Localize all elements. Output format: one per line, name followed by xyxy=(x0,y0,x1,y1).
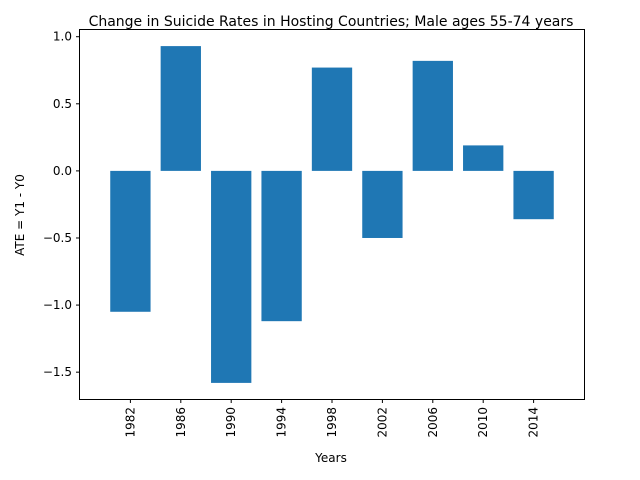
bar-1998 xyxy=(311,67,353,171)
bar-1986 xyxy=(160,46,201,171)
y-tick-label: 0.0 xyxy=(53,164,72,178)
y-axis-ticks: 1.0 0.5 0.0 −0.5 −1.0 −1.5 xyxy=(43,30,80,379)
y-tick-label: −0.5 xyxy=(43,231,72,245)
bar-1982 xyxy=(110,170,151,312)
bar-2002 xyxy=(362,170,403,238)
x-tick-label: 1990 xyxy=(224,407,238,438)
x-tick-label: 1994 xyxy=(275,407,289,438)
x-axis-label: Years xyxy=(314,451,347,465)
bar-2014 xyxy=(513,170,554,220)
y-tick-label: 0.5 xyxy=(53,97,72,111)
bar-1994 xyxy=(261,170,302,322)
y-tick-label: −1.5 xyxy=(43,365,72,379)
y-tick-label: 1.0 xyxy=(53,30,72,44)
bar-1990 xyxy=(211,170,252,383)
bar-2006 xyxy=(412,60,453,171)
x-tick-label: 1982 xyxy=(123,407,137,438)
x-tick-label: 2006 xyxy=(426,407,440,438)
y-tick-label: −1.0 xyxy=(43,298,72,312)
x-axis-ticks: 1982 1986 1990 1994 1998 2002 2006 2010 2014 xyxy=(123,399,541,438)
x-tick-label: 2002 xyxy=(375,407,389,438)
x-tick-label: 1986 xyxy=(174,407,188,438)
bars-group xyxy=(110,46,554,383)
x-tick-label: 2010 xyxy=(476,407,490,438)
y-axis-label: ATE = Y1 - Y0 xyxy=(13,174,27,256)
chart-title: Change in Suicide Rates in Hosting Count… xyxy=(89,14,574,30)
x-tick-label: 2014 xyxy=(527,407,541,438)
x-tick-label: 1998 xyxy=(325,407,339,438)
bar-2010 xyxy=(463,145,504,171)
